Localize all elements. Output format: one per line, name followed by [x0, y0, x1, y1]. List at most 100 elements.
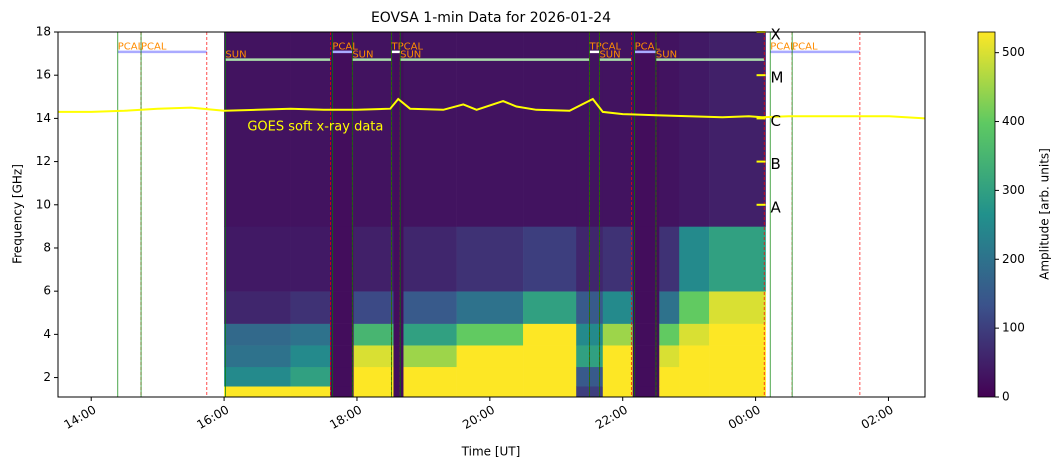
heatmap-cell [679, 226, 710, 292]
heatmap-cell [353, 32, 394, 227]
scan-label: PCAL [332, 42, 358, 53]
heatmap-cell [393, 366, 404, 387]
goes-level-label: X [771, 26, 781, 44]
heatmap-cell [330, 226, 354, 292]
x-tick-label: 20:00 [460, 403, 497, 432]
overlay: X M C B A 2 4 6 8 10 12 14 16 18 14:00 16:00 18:00 20:00 2… [36, 25, 1025, 432]
heatmap-cell [353, 323, 394, 346]
heatmap-cell [224, 32, 291, 227]
heatmap-cell [523, 366, 577, 387]
heatmap-cell [709, 345, 766, 368]
heatmap-cell [602, 386, 633, 397]
goes-curve [58, 97, 925, 120]
heatmap-cell [709, 291, 766, 324]
scan-label: SUN [400, 50, 421, 61]
x-tick-label: 18:00 [327, 403, 364, 432]
heatmap-cell [456, 366, 524, 387]
x-axis-label: Time [UT] [461, 445, 521, 459]
heatmap-cell [290, 386, 331, 397]
x-tick-label: 14:00 [62, 403, 99, 432]
heatmap-cell [602, 366, 633, 387]
goes-level-label: B [771, 155, 781, 173]
heatmap-cell [403, 291, 457, 324]
heatmap-cell [290, 226, 331, 292]
heatmap-cell [353, 226, 394, 292]
scan-label: PCAL [118, 42, 144, 53]
scan-label: TPCAL [588, 42, 621, 53]
heatmap-cell [602, 226, 633, 292]
heatmap-cell [679, 32, 710, 227]
heatmap-cell [659, 291, 680, 324]
y-tick-label: 6 [43, 284, 51, 298]
heatmap-cell [659, 386, 680, 397]
heatmap-cell [353, 386, 394, 397]
heatmap-cell [456, 291, 524, 324]
plot-area: PCALPCALSUNPCALSUNTPCALSUNTPCALSUNPCALSU… [58, 32, 925, 397]
heatmap-cell [290, 345, 331, 368]
y-tick-label: 2 [43, 370, 51, 384]
heatmap-cell [632, 386, 660, 397]
heatmap-cell [709, 226, 766, 292]
heatmap-cell [602, 32, 633, 227]
colorbar-tick-label: 0 [1002, 390, 1010, 404]
scan-label: SUN [225, 50, 246, 61]
heatmap-cell [403, 32, 457, 227]
heatmap-cell [456, 226, 524, 292]
y-tick-label: 4 [43, 327, 51, 341]
heatmap-cell [403, 323, 457, 346]
heatmap-cell [290, 366, 331, 387]
heatmap-cell [523, 226, 577, 292]
heatmap-cell [679, 291, 710, 324]
colorbar-tick-label: 100 [1002, 321, 1025, 335]
heatmap-cell [679, 345, 710, 368]
chart-title: EOVSA 1-min Data for 2026-01-24 [371, 10, 611, 26]
heatmap-cell [632, 32, 660, 227]
heatmap-cell [632, 323, 660, 346]
heatmap-cell [659, 226, 680, 292]
heatmap-cell [290, 32, 331, 227]
x-tick-label: 16:00 [194, 403, 231, 432]
heatmap-cell [330, 323, 354, 346]
heatmap-cell [659, 32, 680, 227]
y-tick-label: 14 [36, 111, 51, 125]
x-tick-label: 00:00 [726, 403, 763, 432]
y-tick-label: 18 [36, 25, 51, 39]
heatmap-cell [393, 226, 404, 292]
heatmap-cell [224, 291, 291, 324]
heatmap-cell [523, 323, 577, 346]
y-tick-label: 8 [43, 240, 51, 254]
heatmap-cell [632, 366, 660, 387]
heatmap-cell [330, 32, 354, 227]
colorbar-tick-label: 400 [1002, 114, 1025, 128]
plot-frame [57, 31, 926, 398]
heatmap-cell [709, 323, 766, 346]
heatmap-cell [224, 366, 291, 387]
colorbar-tick-label: 200 [1002, 252, 1025, 266]
heatmap-cell [353, 291, 394, 324]
heatmap-cell [679, 366, 710, 387]
heatmap-cell [709, 366, 766, 387]
heatmap-cell [709, 32, 766, 227]
heatmap-cell [602, 291, 633, 324]
heatmap-cell [353, 345, 394, 368]
y-tick-label: 12 [36, 154, 51, 168]
heatmap-cell [523, 32, 577, 227]
heatmap-cell [224, 386, 291, 397]
heatmap-cell [659, 345, 680, 368]
heatmap-cell [393, 345, 404, 368]
heatmap-cell [224, 226, 291, 292]
heatmap-cell [659, 366, 680, 387]
x-tick-label: 02:00 [859, 403, 896, 432]
heatmap-cell [602, 345, 633, 368]
colorbar-tick-label: 300 [1002, 183, 1025, 197]
heatmap-cell [403, 366, 457, 387]
heatmap-cell [709, 386, 766, 397]
heatmap-cell [659, 323, 680, 346]
heatmap-cell [523, 345, 577, 368]
scan-label: SUN [656, 50, 677, 61]
heatmap-cell [403, 386, 457, 397]
scan-label: TPCAL [391, 42, 424, 53]
heatmap-cell [224, 345, 291, 368]
scan-label: PCAL [770, 42, 796, 53]
colorbar-label: Amplitude [arb. units] [1038, 148, 1052, 280]
